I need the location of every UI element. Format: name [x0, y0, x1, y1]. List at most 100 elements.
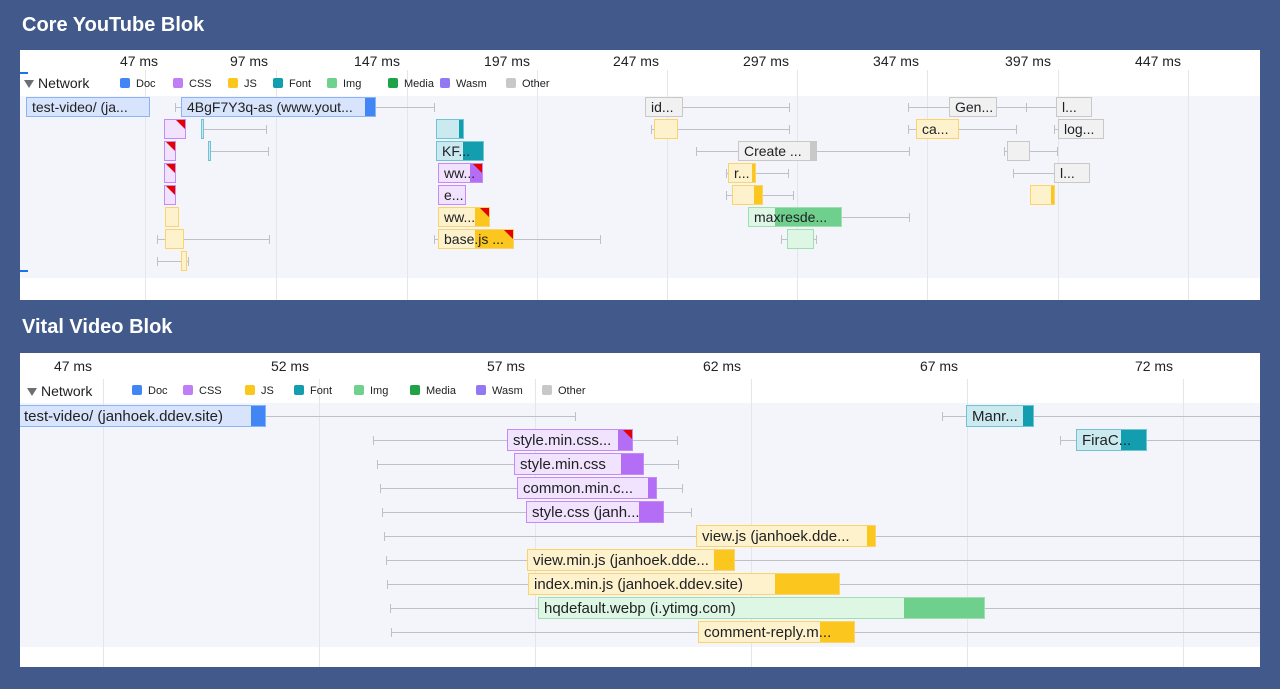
- network-request-bar-css[interactable]: style.min.css...: [507, 429, 633, 451]
- request-whisker: [1030, 151, 1057, 152]
- request-whisker: [184, 239, 269, 240]
- legend-label: CSS: [199, 385, 222, 397]
- network-request-bar-js[interactable]: view.js (janhoek.dde...: [696, 525, 876, 547]
- network-request-bar-css[interactable]: e...: [438, 185, 466, 205]
- network-request-bar-doc[interactable]: test-video/ (ja...: [26, 97, 150, 117]
- render-blocking-flag-icon: [504, 230, 513, 239]
- network-request-bar-img[interactable]: [787, 229, 814, 249]
- request-label: test-video/ (janhoek.ddev.site): [24, 407, 223, 425]
- network-request-bar-other[interactable]: Gen...: [949, 97, 997, 117]
- request-label: l...: [1060, 165, 1075, 181]
- legend-swatch: [228, 78, 238, 88]
- network-request-bar-font[interactable]: [436, 119, 464, 139]
- legend-label: Other: [522, 78, 550, 90]
- legend-item-js: JS: [245, 385, 274, 397]
- network-track-toggle[interactable]: Network: [24, 75, 89, 91]
- legend-item-font: Font: [273, 78, 311, 90]
- network-request-bar-font[interactable]: Manr...: [966, 405, 1034, 427]
- network-request-bar-js[interactable]: ca...: [916, 119, 959, 139]
- network-request-bar-other[interactable]: id...: [645, 97, 683, 117]
- request-whisker: [1060, 440, 1076, 441]
- legend-item-js: JS: [228, 78, 257, 90]
- request-whisker: [1147, 440, 1260, 441]
- network-request-bar-js[interactable]: [654, 119, 678, 139]
- network-request-bar-css[interactable]: [164, 141, 176, 161]
- network-request-bar-js[interactable]: [181, 251, 187, 271]
- request-whisker-cap: [696, 147, 697, 156]
- request-whisker: [763, 195, 793, 196]
- request-label: maxresde...: [754, 209, 828, 225]
- network-request-bar-js[interactable]: view.min.js (janhoek.dde...: [527, 549, 735, 571]
- network-request-bar-img[interactable]: maxresde...: [748, 207, 842, 227]
- network-request-bar-js[interactable]: index.min.js (janhoek.ddev.site): [528, 573, 840, 595]
- request-download-fill: [459, 120, 463, 138]
- network-request-bar-img[interactable]: hqdefault.webp (i.ytimg.com): [538, 597, 985, 619]
- network-request-bar-js[interactable]: base.js ...: [438, 229, 514, 249]
- legend-item-wasm: Wasm: [440, 78, 487, 90]
- network-request-bar-css[interactable]: [164, 119, 186, 139]
- collapse-triangle-icon[interactable]: [24, 80, 34, 89]
- network-request-bar-css[interactable]: style.min.css: [514, 453, 644, 475]
- legend-item-other: Other: [542, 385, 586, 397]
- network-panel-core[interactable]: 47 ms 97 ms 147 ms 197 ms 247 ms 297 ms 347 ms…: [20, 50, 1260, 300]
- request-whisker: [175, 107, 181, 108]
- network-request-bar-other[interactable]: log...: [1058, 119, 1104, 139]
- network-request-bar-font[interactable]: [208, 141, 211, 161]
- request-download-fill: [775, 574, 839, 594]
- network-request-bar-js[interactable]: [1030, 185, 1055, 205]
- network-request-bar-css[interactable]: ww...: [438, 163, 483, 183]
- legend-swatch: [354, 385, 364, 395]
- legend-item-css: CSS: [173, 78, 212, 90]
- network-request-bar-js[interactable]: [165, 229, 184, 249]
- network-request-bar-js[interactable]: [165, 207, 179, 227]
- legend-item-font: Font: [294, 385, 332, 397]
- request-download-fill: [754, 186, 762, 204]
- collapse-triangle-icon[interactable]: [27, 388, 37, 397]
- network-request-bar-other[interactable]: l...: [1056, 97, 1092, 117]
- time-tick-label: 347 ms: [873, 53, 919, 69]
- request-download-fill: [1023, 406, 1033, 426]
- legend-label: Font: [310, 385, 333, 397]
- network-request-bar-css[interactable]: [164, 185, 176, 205]
- legend-label: CSS: [189, 78, 212, 90]
- render-blocking-flag-icon: [166, 186, 175, 195]
- request-download-fill: [752, 164, 755, 182]
- network-request-bar-doc[interactable]: 4BgF7Y3q-as (www.yout...: [181, 97, 376, 117]
- time-gridline: [407, 70, 408, 300]
- network-request-bar-other[interactable]: Create ...: [738, 141, 817, 161]
- network-request-bar-font[interactable]: [201, 119, 204, 139]
- request-download-fill: [775, 208, 841, 226]
- network-request-bar-other[interactable]: [1007, 141, 1030, 161]
- network-request-bar-js[interactable]: [732, 185, 763, 205]
- render-blocking-flag-icon: [473, 164, 482, 173]
- time-tick-label: 57 ms: [486, 358, 526, 374]
- request-whisker-cap: [157, 257, 158, 266]
- request-whisker: [814, 239, 816, 240]
- legend-label: JS: [244, 78, 257, 90]
- network-track-toggle[interactable]: Network: [27, 383, 92, 399]
- network-panel-vital[interactable]: 47 ms 52 ms 57 ms 62 ms 67 ms 72 ms Network Doc…: [20, 353, 1260, 667]
- request-whisker: [1034, 416, 1260, 417]
- request-download-fill: [365, 98, 375, 116]
- legend-label: Wasm: [456, 78, 487, 90]
- request-label: Manr...: [972, 407, 1018, 425]
- network-request-bar-js[interactable]: ww...: [438, 207, 490, 227]
- time-gridline: [1183, 379, 1184, 667]
- network-request-bar-css[interactable]: style.css (janh...: [526, 501, 664, 523]
- request-whisker-cap: [434, 235, 435, 244]
- time-tick-label: 247 ms: [613, 53, 659, 69]
- request-whisker-cap: [157, 235, 158, 244]
- network-request-bar-js[interactable]: comment-reply.m...: [698, 621, 855, 643]
- network-request-bar-doc[interactable]: test-video/ (janhoek.ddev.site): [20, 405, 266, 427]
- legend-label: Img: [370, 385, 389, 397]
- network-request-bar-js[interactable]: r...: [728, 163, 756, 183]
- network-request-bar-font[interactable]: FiraC...: [1076, 429, 1147, 451]
- request-whisker: [997, 107, 1026, 108]
- request-label: comment-reply.m...: [704, 623, 832, 641]
- network-request-bar-other[interactable]: l...: [1054, 163, 1090, 183]
- network-request-bar-css[interactable]: common.min.c...: [517, 477, 657, 499]
- request-whisker: [266, 416, 575, 417]
- network-request-bar-css[interactable]: [164, 163, 176, 183]
- network-request-bar-font[interactable]: KF...: [436, 141, 484, 161]
- request-label: 4BgF7Y3q-as (www.yout...: [187, 99, 353, 115]
